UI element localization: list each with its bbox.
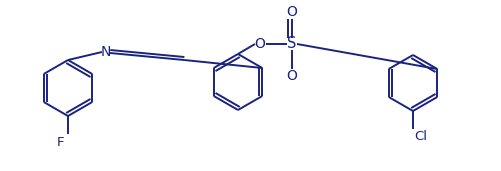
Text: O: O — [254, 37, 265, 51]
Text: S: S — [287, 36, 296, 51]
Text: Cl: Cl — [414, 130, 427, 143]
Text: O: O — [286, 5, 297, 19]
Text: F: F — [57, 135, 65, 148]
Text: N: N — [101, 45, 111, 59]
Text: O: O — [286, 69, 297, 83]
